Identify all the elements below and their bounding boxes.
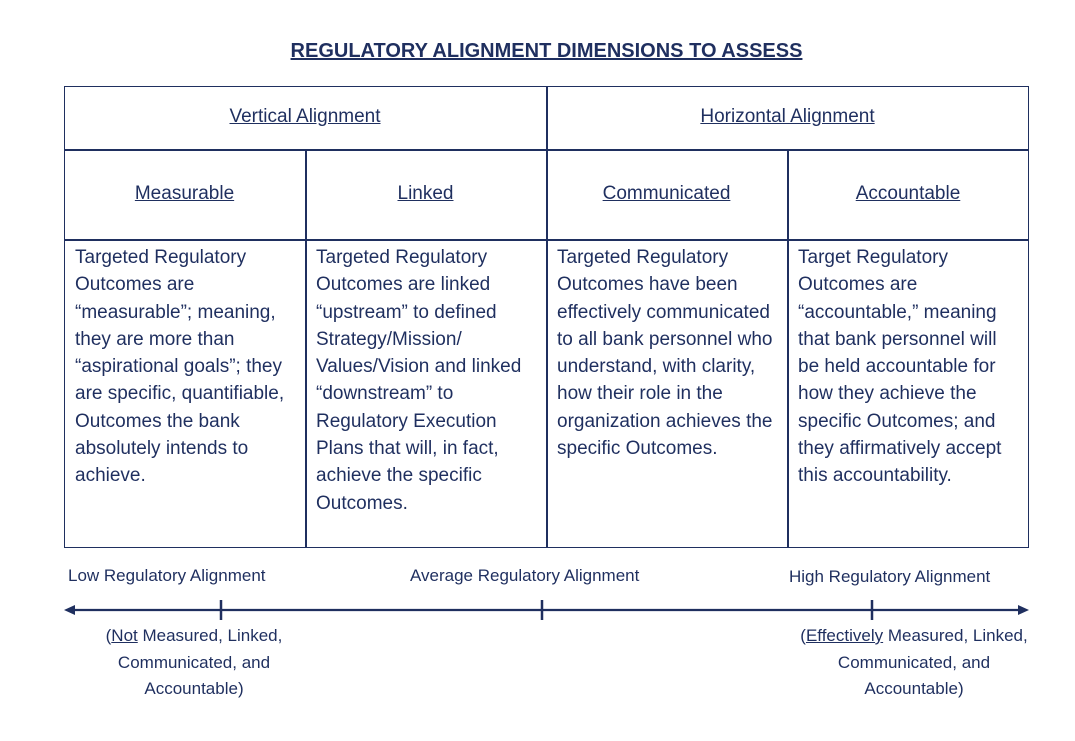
dimension-text-measurable: Targeted Regulatory Outcomes are “measur… xyxy=(75,247,285,487)
note-low-prefix: ( xyxy=(105,626,112,645)
page-title: REGULATORY ALIGNMENT DIMENSIONS TO ASSES… xyxy=(290,40,803,62)
dimension-header-measurable: Measurable xyxy=(134,183,235,204)
note-high-alignment: (Effectively Measured, Linked, Communica… xyxy=(800,623,1028,703)
note-high-emphasis: Effectively xyxy=(805,626,884,645)
note-high-rest: Measured, Linked, Communicated, and Acco… xyxy=(837,626,1028,698)
dimension-text-linked: Targeted Regulatory Outcomes are linked … xyxy=(316,247,522,514)
scale-arrow-left xyxy=(64,605,75,615)
note-low-rest: Measured, Linked, Communicated, and Acco… xyxy=(117,626,283,698)
table-divider-col3 xyxy=(787,149,789,548)
dimension-header-linked: Linked xyxy=(397,183,454,204)
note-low-emphasis: Not xyxy=(111,626,138,645)
dimension-header-communicated: Communicated xyxy=(602,183,731,204)
scale-label-high: High Regulatory Alignment xyxy=(789,567,991,586)
dimension-text-accountable: Target Regulatory Outcomes are “accounta… xyxy=(798,247,1002,487)
group-header-vertical: Vertical Alignment xyxy=(229,106,381,127)
table-divider-center xyxy=(546,86,548,548)
dimension-header-accountable: Accountable xyxy=(855,183,961,204)
table-divider-col1 xyxy=(305,149,307,548)
scale-label-average: Average Regulatory Alignment xyxy=(410,566,640,585)
dimension-text-communicated: Targeted Regulatory Outcomes have been e… xyxy=(557,247,773,460)
scale-arrow-right xyxy=(1018,605,1029,615)
note-low-alignment: (Not Measured, Linked, Communicated, and… xyxy=(94,623,294,703)
note-high-prefix: ( xyxy=(800,626,806,645)
scale-label-low: Low Regulatory Alignment xyxy=(68,566,266,585)
group-header-horizontal: Horizontal Alignment xyxy=(700,106,875,127)
